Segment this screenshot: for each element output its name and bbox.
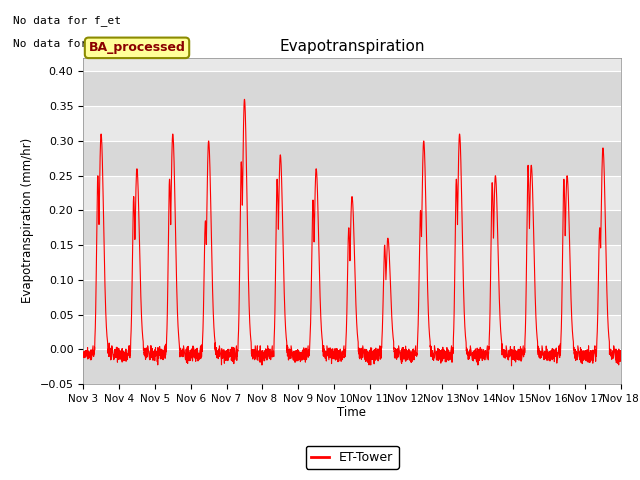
Legend: ET-Tower: ET-Tower bbox=[305, 446, 399, 469]
Bar bbox=[83, 141, 621, 176]
Bar bbox=[83, 72, 621, 106]
Bar bbox=[83, 210, 621, 245]
Title: Evapotranspiration: Evapotranspiration bbox=[279, 39, 425, 54]
Bar bbox=[83, 349, 621, 384]
X-axis label: Time: Time bbox=[337, 407, 367, 420]
Y-axis label: Evapotranspiration (mm/hr): Evapotranspiration (mm/hr) bbox=[21, 138, 34, 303]
Text: No data for f_et: No data for f_et bbox=[13, 15, 122, 26]
Text: No data for f_etc: No data for f_etc bbox=[13, 38, 128, 49]
Text: BA_processed: BA_processed bbox=[88, 41, 186, 54]
Bar bbox=[83, 280, 621, 314]
